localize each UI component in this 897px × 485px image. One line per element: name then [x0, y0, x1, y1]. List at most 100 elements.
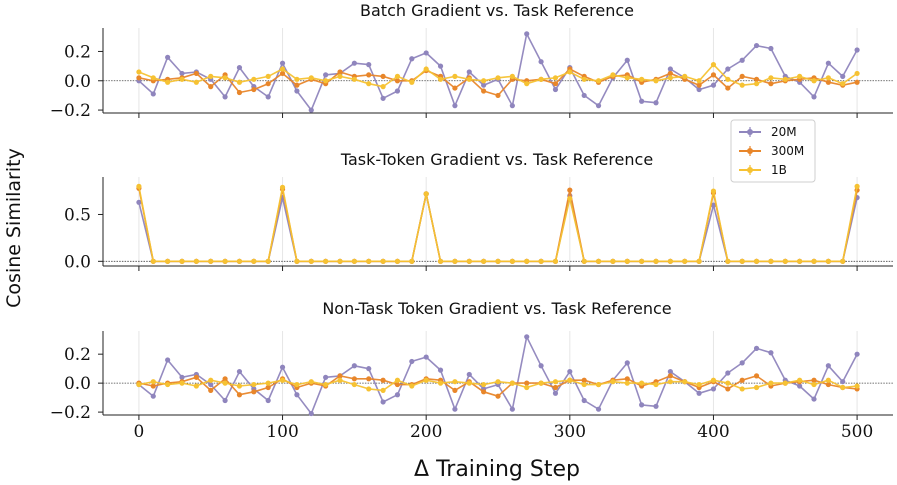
data-point [581, 258, 587, 264]
data-point [323, 381, 329, 388]
data-point [409, 79, 415, 85]
data-point [768, 380, 774, 386]
data-point [509, 103, 515, 109]
data-point [136, 69, 142, 75]
data-point [595, 78, 602, 84]
data-point [667, 368, 673, 375]
data-point [351, 381, 357, 388]
x-tick-label: 200 [410, 422, 442, 442]
data-point [193, 70, 199, 77]
data-point [222, 397, 228, 404]
data-point [437, 367, 444, 373]
y-tick-label: 0.0 [64, 374, 91, 394]
data-point [725, 85, 731, 91]
data-point [351, 258, 357, 264]
x-tick-label: 100 [266, 422, 298, 442]
data-point [624, 258, 630, 264]
data-point [581, 92, 587, 99]
data-point [552, 384, 559, 391]
data-point [567, 187, 573, 193]
panel-3: 0.2 0.0 −0.2 Non-Task Token Gradient vs. Ta… [50, 299, 893, 423]
data-point [337, 258, 343, 264]
data-point [696, 381, 702, 388]
y-tick-label: −0.2 [50, 403, 91, 423]
series-20m [136, 191, 860, 264]
data-point [466, 380, 472, 386]
data-point [495, 379, 501, 385]
data-point [509, 406, 515, 412]
data-point [552, 379, 559, 385]
panel-title: Batch Gradient vs. Task Reference [360, 1, 634, 20]
data-point [595, 103, 602, 109]
data-point [811, 396, 817, 402]
data-point [595, 406, 602, 412]
data-point [624, 360, 630, 366]
data-point [308, 258, 314, 264]
y-tick-label: 0.5 [64, 205, 91, 225]
data-point [423, 191, 429, 197]
data-point [179, 258, 185, 264]
data-point [595, 258, 602, 264]
data-point [710, 386, 717, 392]
data-point [179, 374, 185, 380]
data-point [251, 76, 257, 82]
y-tick-label: 0.2 [64, 345, 91, 365]
data-point [581, 397, 587, 404]
data-point [495, 75, 501, 81]
data-point [854, 47, 860, 53]
data-point [423, 377, 429, 383]
data-point [610, 379, 616, 385]
data-point [624, 380, 630, 386]
data-point [265, 81, 271, 87]
data-point [696, 82, 702, 88]
data-point [610, 258, 616, 264]
data-point [251, 389, 257, 395]
data-point [452, 406, 458, 412]
data-point [165, 54, 171, 60]
data-point [825, 258, 831, 264]
data-point [193, 79, 199, 85]
data-point [294, 88, 300, 94]
data-point [265, 380, 271, 386]
data-point [538, 59, 544, 65]
data-point [423, 354, 429, 360]
data-point [653, 100, 659, 106]
data-point [639, 76, 645, 82]
data-point [739, 82, 745, 88]
data-point [753, 76, 760, 82]
data-point [825, 60, 831, 66]
data-point [768, 45, 774, 52]
legend: 20M 300M 1B [730, 119, 816, 183]
data-point [366, 62, 372, 68]
data-point [797, 258, 803, 264]
data-point [710, 377, 717, 383]
data-point [725, 386, 731, 392]
data-point [452, 103, 458, 109]
data-point [739, 57, 745, 63]
data-point [840, 384, 846, 391]
data-point [222, 380, 228, 386]
data-point [682, 379, 688, 385]
data-point [811, 78, 817, 84]
data-point [696, 258, 702, 264]
data-point [739, 258, 745, 264]
data-point [581, 381, 587, 388]
data-point [854, 383, 860, 389]
data-point [308, 107, 314, 113]
data-point [279, 377, 286, 383]
data-point [667, 379, 673, 385]
data-point [165, 258, 171, 264]
series-1b [136, 183, 860, 264]
data-point [394, 88, 401, 94]
data-point [452, 258, 458, 264]
series-line [138, 335, 858, 415]
data-point [725, 380, 731, 386]
data-point [710, 72, 717, 78]
data-point [394, 392, 401, 398]
data-point [236, 392, 243, 398]
data-point [337, 377, 343, 383]
data-point [193, 383, 199, 389]
data-point [380, 258, 386, 264]
panel-title: Task-Token Gradient vs. Task Reference [340, 150, 653, 169]
data-point [380, 95, 386, 101]
